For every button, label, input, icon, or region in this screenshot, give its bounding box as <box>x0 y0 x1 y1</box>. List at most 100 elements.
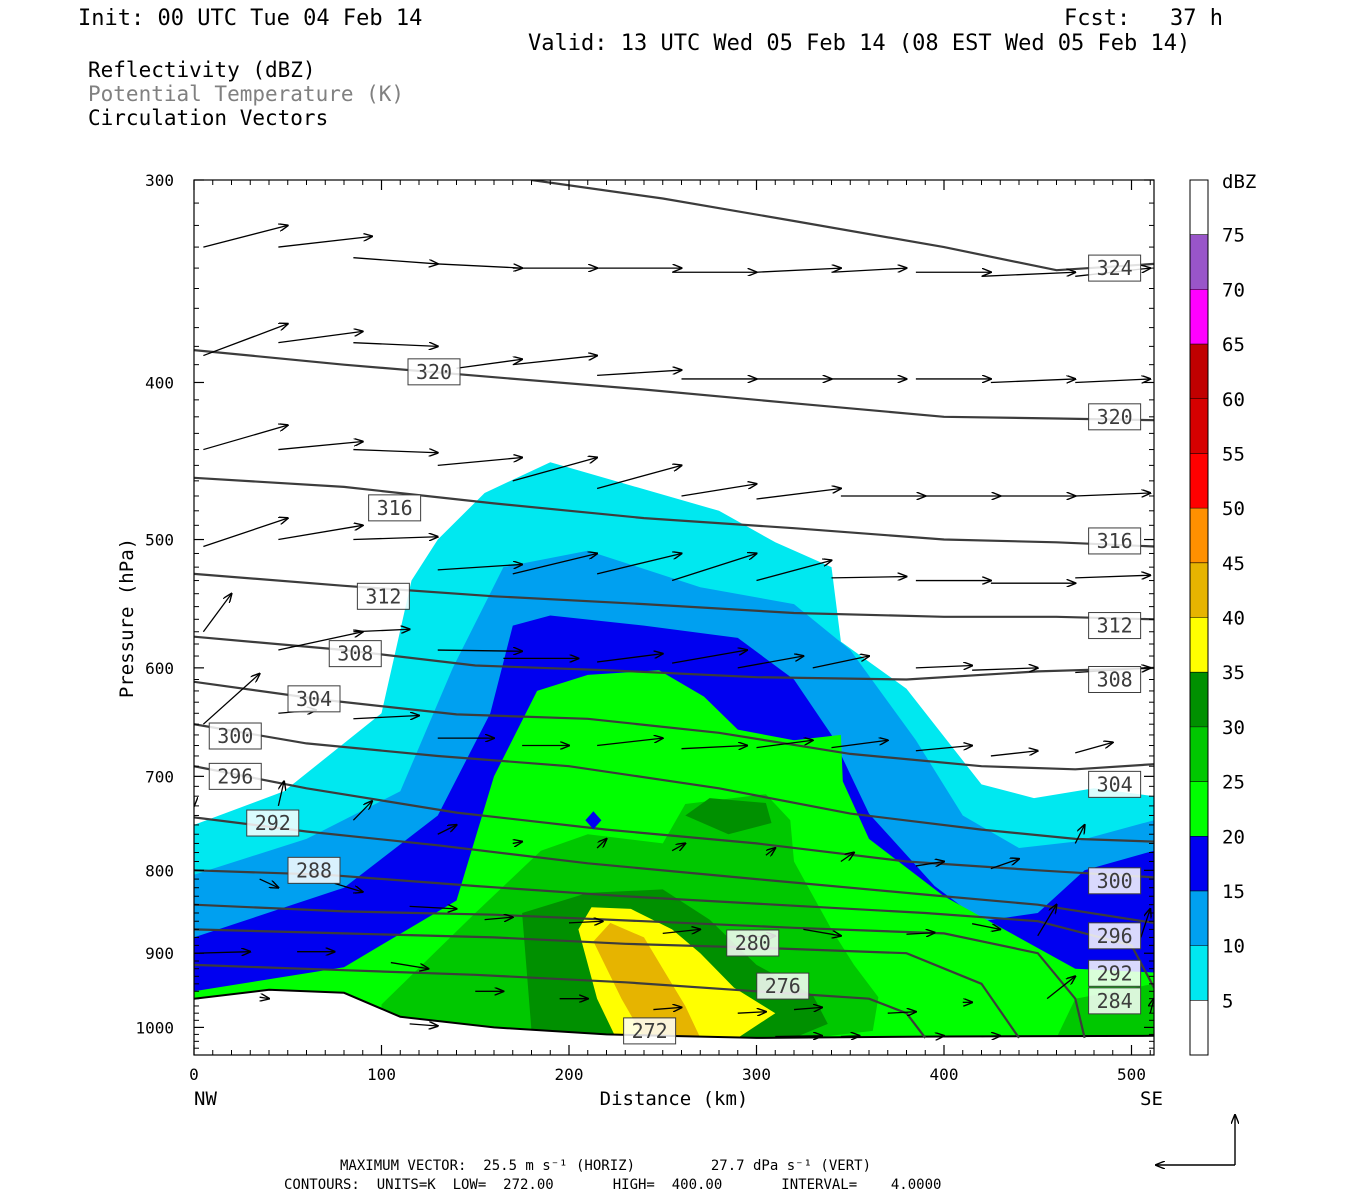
colorbar-swatch-8 <box>1190 562 1208 618</box>
theta-label-316-box <box>368 494 422 522</box>
colorbar-label-20: 20 <box>1222 826 1245 848</box>
vector-arrow-81 <box>915 861 944 865</box>
theta-right-label-320: 320 <box>1097 405 1133 429</box>
vector-arrow-42 <box>671 553 756 582</box>
vector-arrow-8 <box>831 268 907 273</box>
vector-arrow-103 <box>793 1007 822 1009</box>
theta-contour-296 <box>194 765 1154 879</box>
y-tick-label-600: 600 <box>145 659 174 678</box>
theta-right-label-320-box <box>1088 403 1142 431</box>
colorbar-label-30: 30 <box>1222 717 1245 739</box>
colorbar-label-70: 70 <box>1222 279 1245 301</box>
theta-label-280-box <box>726 929 780 957</box>
vector-arrow-83 <box>1074 825 1084 844</box>
vector-arrow-14 <box>353 343 437 347</box>
colorbar-swatch-12 <box>1190 344 1208 399</box>
theta-label-292-box <box>246 809 300 837</box>
theta-right-label-312: 312 <box>1097 614 1133 638</box>
vector-arrow-98 <box>390 961 429 969</box>
vector-arrow-0 <box>203 225 287 248</box>
colorbar: 5 10 15 20 25 30 35 40 45 50 55 60 65 70 75 <box>1189 179 1245 1056</box>
colorbar-label-50: 50 <box>1222 498 1245 520</box>
theta-contour-276 <box>194 963 927 1039</box>
theta-contour-304 <box>194 680 1154 771</box>
vector-arrow-93 <box>971 923 1000 930</box>
x-tick-label-500: 500 <box>1117 1065 1146 1084</box>
theta-right-label-296-box <box>1088 922 1142 950</box>
theta-right-label-308: 308 <box>1097 667 1133 691</box>
vector-arrow-40 <box>512 553 597 575</box>
vector-arrow-70 <box>990 751 1038 757</box>
vector-arrow-13 <box>278 331 362 344</box>
theta-label-308: 308 <box>337 642 373 666</box>
vector-arrow-24 <box>203 425 287 451</box>
marker-layer <box>585 811 602 830</box>
vector-arrow-65 <box>597 738 663 747</box>
init-time: Init: 00 UTC Tue 04 Feb 14 <box>78 6 423 31</box>
colorbar-label-40: 40 <box>1222 608 1245 630</box>
theta-label-292: 292 <box>255 811 291 835</box>
vector-arrow-79 <box>765 848 775 855</box>
terrain-mask <box>194 989 1154 1055</box>
vector-arrow-78 <box>671 843 685 850</box>
vector-arrow-47 <box>1075 575 1150 578</box>
theta-label-300: 300 <box>217 724 253 748</box>
y-tick-label-700: 700 <box>145 767 174 786</box>
colorbar-label-45: 45 <box>1222 553 1245 575</box>
theta-label-272-box <box>623 1017 677 1045</box>
axes: 300 400 500 600 700 800 900 1000 0 100 200 300 400 50… <box>135 171 1154 1084</box>
vector-arrow-94 <box>1037 905 1057 937</box>
theta-labels: 2722762802842882922963003043083123163203… <box>208 254 1142 1045</box>
plot-frame <box>193 179 1155 1056</box>
theta-label-312-box <box>356 582 410 610</box>
theta-contour-316 <box>194 476 1154 548</box>
colorbar-label-35: 35 <box>1222 662 1245 684</box>
forecast-hour: Fcst: 37 h <box>1064 6 1223 31</box>
vector-arrow-29 <box>596 465 681 490</box>
vector-arrow-104 <box>887 1012 916 1013</box>
vector-arrow-71 <box>1075 742 1113 754</box>
theta-label-300-box <box>208 722 262 750</box>
vector-arrow-58 <box>972 668 1038 670</box>
colorbar-label-55: 55 <box>1222 443 1245 465</box>
vector-arrow-109 <box>409 1024 438 1026</box>
theta-label-304: 304 <box>296 687 332 711</box>
vector-arrow-50 <box>353 629 409 631</box>
vector-arrow-15 <box>456 359 523 369</box>
vector-arrow-38 <box>353 537 437 540</box>
vector-arrow-95 <box>1140 909 1150 938</box>
vector-arrow-35 <box>1075 493 1150 496</box>
y-tick-label-400: 400 <box>145 373 174 392</box>
vector-arrow-1 <box>278 236 372 248</box>
theta-label-288: 288 <box>296 858 332 882</box>
theta-label-296: 296 <box>217 764 253 788</box>
vector-arrow-28 <box>512 458 597 482</box>
theta-label-320: 320 <box>416 360 452 384</box>
x-tick-label-400: 400 <box>930 1065 959 1084</box>
vector-arrow-7 <box>756 268 841 273</box>
colorbar-swatch-1 <box>1190 945 1208 1001</box>
y-tick-label-800: 800 <box>145 861 174 880</box>
theta-right-label-304: 304 <box>1097 772 1133 796</box>
vector-arrow-39 <box>437 564 522 571</box>
vector-arrow-91 <box>803 928 841 935</box>
field-reflectivity: Reflectivity (dBZ) <box>88 58 316 82</box>
field-theta: Potential Temperature (K) <box>88 82 405 106</box>
vector-arrow-66 <box>681 746 748 749</box>
vector-arrow-22 <box>990 379 1075 383</box>
theta-right-label-312-box <box>1088 612 1142 640</box>
colorbar-swatch-2 <box>1190 890 1208 946</box>
vector-arrow-31 <box>756 488 841 500</box>
vector-arrow-73 <box>277 781 284 807</box>
theta-contour-280 <box>194 928 1020 1039</box>
vector-arrow-57 <box>915 666 972 668</box>
vector-arrow-85 <box>334 882 363 892</box>
colorbar-label-15: 15 <box>1222 881 1245 903</box>
vector-arrow-55 <box>737 656 804 669</box>
theta-label-312: 312 <box>365 584 401 608</box>
footer-contours: CONTOURS: UNITS=K LOW= 272.00 HIGH= 400.… <box>284 1177 942 1193</box>
theta-contour-320 <box>194 349 1154 422</box>
vector-arrow-75 <box>437 825 457 835</box>
vector-arrow-110 <box>775 1036 822 1037</box>
vector-arrow-106 <box>1046 976 1075 1000</box>
